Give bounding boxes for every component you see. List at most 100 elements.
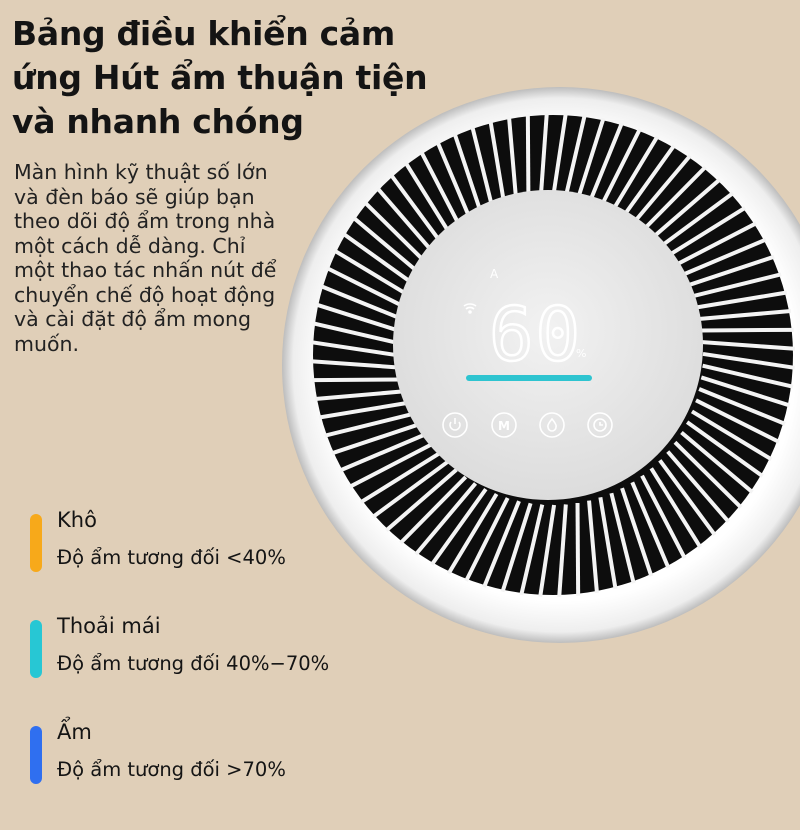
grille-slat [333, 248, 416, 301]
grille-slat [326, 266, 411, 312]
timer-icon [593, 418, 607, 432]
grille-slat [312, 377, 406, 383]
comfortable-color-bar [30, 620, 42, 678]
grille-slat [573, 117, 606, 208]
grille-slat [538, 504, 557, 597]
control-panel [393, 190, 703, 500]
wifi-icon [463, 303, 477, 314]
grille-slat [414, 482, 478, 556]
grille-slat [314, 389, 408, 401]
grille-slat [700, 375, 791, 408]
grille-slat [339, 432, 427, 473]
grille-slat [561, 114, 587, 206]
grille-slat [685, 254, 775, 288]
grille-slat [672, 221, 757, 268]
grille-slat [609, 492, 636, 584]
humidity-button[interactable] [539, 412, 565, 438]
grille-slat [312, 321, 404, 347]
grille-slat [324, 411, 416, 438]
grille-slat [482, 500, 521, 588]
grille-slat [665, 206, 747, 259]
dehumidifier-image: A 60 % M [282, 87, 800, 643]
legend-detail: Độ ẩm tương đối >70% [57, 758, 286, 781]
page-title: Bảng điều khiển cảm ứng Hút ẩm thuận tiệ… [12, 12, 428, 144]
grille-slat [352, 216, 426, 280]
title-line: và nhanh chóng [12, 102, 304, 141]
grille-slat [666, 450, 730, 523]
description: Màn hình kỹ thuật số lớn và đèn báo sẽ g… [14, 160, 277, 356]
grille-slat [315, 302, 406, 335]
grille-slat [618, 144, 676, 223]
grille-slat [575, 502, 581, 596]
grille-slat [519, 504, 545, 596]
grille-slat [359, 451, 441, 504]
grille-slat [376, 187, 440, 260]
humidity-readout: 60 [489, 292, 582, 378]
grille-slat [628, 154, 692, 228]
grille-slat [638, 165, 707, 235]
grille-slat [673, 440, 743, 509]
grille-slat [620, 487, 654, 577]
grille-slat [648, 178, 721, 242]
legend-label: Thoải mái [57, 614, 161, 638]
grille-slat [587, 500, 599, 594]
grille-slat [695, 290, 788, 310]
grille-slat [430, 487, 488, 566]
grille-slat [690, 409, 773, 462]
grille-slat [698, 309, 792, 321]
title-line: ứng Hút ẩm thuận tiện [12, 58, 428, 97]
grille-slat [685, 420, 764, 478]
grille-slat [598, 497, 618, 590]
grille-slat [585, 122, 624, 210]
grille-slat [538, 112, 549, 206]
mode-button[interactable]: M [491, 412, 517, 438]
grille-slat [649, 467, 702, 549]
humid-color-bar [30, 726, 42, 784]
grille-slat [698, 387, 786, 426]
grille-slat [657, 191, 735, 250]
grille-slat [320, 284, 408, 323]
power-icon [449, 418, 461, 431]
grille-slat [318, 400, 411, 420]
grille-slat [690, 272, 782, 299]
legend-detail: Độ ẩm tương đối 40%−70% [57, 652, 330, 675]
humidity-indicator-bar [466, 375, 592, 381]
droplet-icon [547, 417, 557, 432]
grille-slat [702, 340, 796, 351]
grille-slat [371, 460, 449, 519]
grille-slat [680, 430, 754, 494]
legend-label: Ẩm [57, 720, 92, 744]
svg-text:M: M [498, 419, 510, 433]
grille-slat [342, 232, 421, 290]
grille-slat [349, 442, 434, 489]
legend-label: Khô [57, 508, 97, 532]
grille-slat [702, 351, 795, 370]
grille-slat [311, 340, 404, 359]
grille-slat [640, 474, 687, 559]
grille-slat [363, 201, 433, 270]
grille-slat [500, 502, 533, 593]
grille-slat [596, 128, 642, 213]
grille-slat [446, 492, 499, 575]
mode-indicator: A [490, 267, 499, 281]
grille-slat [702, 363, 794, 389]
title-line: Bảng điều khiển cảm [12, 14, 395, 53]
grille-slat [679, 237, 767, 278]
grille-slat [310, 359, 404, 370]
grille-slat [700, 327, 794, 333]
humidity-unit: % [576, 347, 586, 360]
grille-slat [607, 135, 660, 218]
grille-slat [658, 459, 717, 537]
grille-slat [549, 113, 568, 206]
grille-slat [385, 468, 458, 532]
grille-slat [557, 504, 568, 598]
grille-slat [331, 422, 421, 456]
grille-slat [399, 475, 468, 545]
power-button[interactable] [442, 412, 468, 438]
grille-slat [695, 398, 780, 444]
dry-color-bar [30, 514, 42, 572]
timer-button[interactable] [587, 412, 613, 438]
legend-detail: Độ ẩm tương đối <40% [57, 546, 286, 569]
grille-slat [630, 481, 671, 569]
grille-slat [464, 497, 510, 582]
